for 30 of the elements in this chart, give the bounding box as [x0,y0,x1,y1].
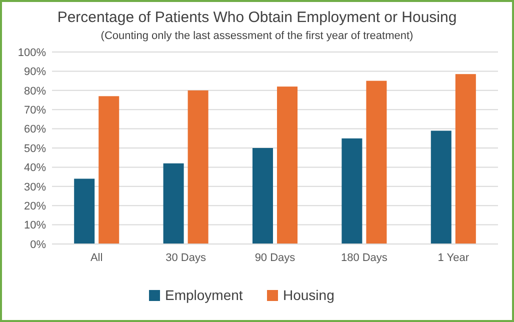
bar [455,74,476,244]
chart-subtitle: (Counting only the last assessment of the first year of treatment) [100,30,414,42]
legend-label: Housing [283,287,334,303]
x-tick-label: 30 Days [166,252,206,264]
x-tick-label: 90 Days [254,252,296,264]
y-tick-label: 90% [24,66,46,78]
y-tick-label: 20% [24,200,46,212]
bar [277,86,298,244]
y-tick-label: 80% [24,85,46,98]
y-tick-label: 40% [24,162,46,174]
y-tick-label: 0% [30,238,46,251]
bar [74,178,95,244]
bar [252,148,273,244]
y-tick-label: 100% [18,46,46,59]
chart-title: Percentage of Patients Who Obtain Employment or Housing [57,9,457,26]
y-tick-label: 70% [24,104,46,116]
bar [98,96,120,244]
x-tick-label: All [90,252,103,264]
bar [342,138,362,244]
y-tick-label: 10% [24,220,46,232]
bar [430,130,452,244]
y-tick-label: 50% [24,142,46,155]
legend-label: Employment [165,287,243,303]
x-tick-label: 1 Year [438,252,470,264]
bar [366,80,387,244]
bar [163,163,184,244]
x-tick-label: 180 Days [340,252,388,264]
y-tick-label: 30% [24,181,46,194]
bar [188,90,208,244]
y-tick-label: 60% [24,124,46,136]
